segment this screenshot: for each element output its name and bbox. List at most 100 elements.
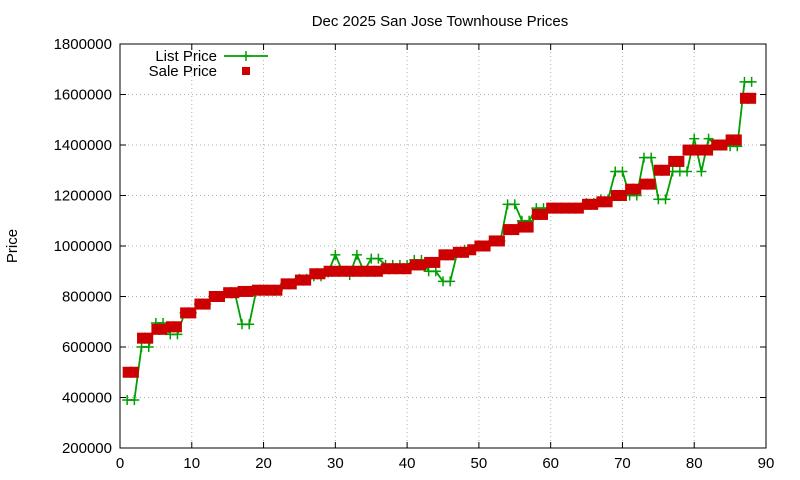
sale-price-point xyxy=(323,265,333,277)
grid-lines xyxy=(120,44,766,448)
sale-price-point xyxy=(201,298,211,310)
sale-price-point xyxy=(589,198,599,210)
x-axis-ticks: 0 10 20 30 40 50 60 70 80 90 xyxy=(116,44,775,472)
sale-price-point xyxy=(632,183,642,195)
sale-price-point xyxy=(366,265,376,277)
sale-price-point xyxy=(259,284,269,296)
sale-price-point xyxy=(144,332,154,344)
sale-price-point xyxy=(137,332,147,344)
sale-price-point xyxy=(538,208,548,220)
list-price-point xyxy=(430,266,441,277)
x-tick-label: 60 xyxy=(542,455,559,472)
sale-price-point xyxy=(747,92,757,104)
x-tick-label: 0 xyxy=(116,455,124,472)
list-price-series xyxy=(122,76,757,406)
sale-price-point xyxy=(495,235,505,247)
sale-price-point xyxy=(187,307,197,319)
y-axis-ticks: 200000 400000 600000 800000 1000000 1200000 14… xyxy=(54,36,766,457)
sale-price-point xyxy=(359,265,369,277)
sale-price-point xyxy=(639,178,649,190)
sale-price-point xyxy=(567,202,577,214)
sale-price-point xyxy=(294,274,304,286)
sale-price-point xyxy=(338,265,348,277)
list-price-point xyxy=(509,199,520,210)
sale-price-point xyxy=(689,144,699,156)
y-tick-label: 1800000 xyxy=(54,36,112,53)
list-price-point xyxy=(373,253,384,264)
sale-price-point xyxy=(718,139,728,151)
sale-price-point xyxy=(409,259,419,271)
sale-price-point xyxy=(165,321,175,333)
list-price-point xyxy=(330,249,341,260)
y-tick-label: 1200000 xyxy=(54,188,112,205)
sale-price-point xyxy=(208,291,218,302)
x-tick-label: 50 xyxy=(471,455,488,472)
sale-price-point xyxy=(388,263,398,275)
legend-sale-price-label: Sale Price xyxy=(149,63,217,80)
list-price-point xyxy=(746,76,757,87)
sale-price-point xyxy=(603,196,613,208)
list-price-point xyxy=(703,133,714,144)
sale-price-point xyxy=(373,265,383,277)
sale-price-point xyxy=(251,284,261,296)
sale-price-point xyxy=(553,202,563,214)
list-price-point xyxy=(129,395,140,406)
sale-price-point xyxy=(739,92,749,104)
sale-price-point xyxy=(244,285,254,297)
sale-price-point xyxy=(158,323,168,335)
sale-price-point xyxy=(625,183,635,195)
sale-price-point xyxy=(352,265,362,277)
sale-price-point xyxy=(696,144,706,156)
sale-price-point xyxy=(223,287,233,299)
sale-price-point xyxy=(510,224,520,236)
y-tick-label: 800000 xyxy=(62,289,112,306)
sale-price-point xyxy=(452,246,462,258)
sale-price-point xyxy=(474,240,484,252)
list-price-point xyxy=(696,166,707,177)
sale-price-point xyxy=(129,366,139,378)
sale-price-point xyxy=(661,164,671,176)
sale-price-point xyxy=(560,202,570,214)
sale-price-point xyxy=(610,190,620,201)
y-tick-label: 200000 xyxy=(62,440,112,457)
sale-price-point xyxy=(273,284,283,296)
y-tick-label: 1400000 xyxy=(54,137,112,154)
legend-list-price-marker xyxy=(241,51,251,61)
sale-price-point xyxy=(725,134,735,146)
x-tick-label: 90 xyxy=(758,455,775,472)
sale-price-point xyxy=(517,221,527,233)
legend-sale-price-marker xyxy=(242,67,250,75)
sale-price-point xyxy=(416,259,426,271)
legend: List Price Sale Price xyxy=(149,48,268,80)
sale-price-series xyxy=(122,92,757,378)
list-price-point xyxy=(617,166,628,177)
x-tick-label: 10 xyxy=(183,455,200,472)
sale-price-point xyxy=(424,256,434,268)
sale-price-point xyxy=(381,263,391,275)
sale-price-point xyxy=(704,144,714,156)
sale-price-point xyxy=(302,274,312,286)
sale-price-point xyxy=(287,278,297,290)
sale-price-point xyxy=(431,256,441,268)
list-price-point xyxy=(646,152,657,163)
sale-price-point xyxy=(215,291,225,302)
legend-list-price-label: List Price xyxy=(155,48,217,65)
sale-price-point xyxy=(438,249,448,261)
sale-price-point xyxy=(596,196,606,208)
sale-price-point xyxy=(488,235,498,247)
x-tick-label: 80 xyxy=(686,455,703,472)
y-axis-label: Price xyxy=(4,229,21,263)
list-price-point xyxy=(682,166,693,177)
y-tick-label: 600000 xyxy=(62,339,112,356)
sale-price-point xyxy=(309,268,319,280)
sale-price-point xyxy=(531,208,541,220)
sale-price-point xyxy=(402,263,412,275)
sale-price-point xyxy=(524,221,534,233)
list-price-point xyxy=(445,276,456,287)
list-price-point xyxy=(351,249,362,260)
sale-price-point xyxy=(481,240,491,252)
sale-price-point xyxy=(668,155,678,167)
sale-price-point xyxy=(646,178,656,190)
y-tick-label: 1600000 xyxy=(54,87,112,104)
